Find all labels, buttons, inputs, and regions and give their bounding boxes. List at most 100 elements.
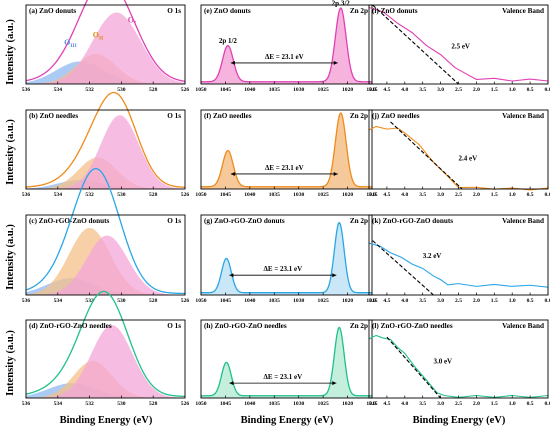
- x-tick-label-b-1: 534: [54, 192, 63, 198]
- x-tick-label-g-3: 1035: [269, 298, 280, 304]
- component-b-2: [26, 115, 185, 189]
- panel-d: 536 534 532 530 528 526 (d) ZnO-rGO-ZnO needle…: [22, 290, 190, 407]
- peak-fill-e: [201, 8, 372, 84]
- x-tick-label-c-2: 532: [85, 298, 94, 304]
- x-tick-label-l-2: 4.0: [401, 401, 408, 407]
- x-tick-label-j-4: 3.0: [437, 192, 444, 198]
- panel-title-l: (l) ZnO-rGO-ZnO needles: [372, 322, 453, 330]
- x-tick-label-c-1: 534: [54, 298, 63, 304]
- vb-curve-i: [368, 7, 549, 82]
- x-tick-label-k-0: 5.0: [369, 298, 376, 304]
- arrowhead-right-f: [333, 171, 338, 176]
- x-tick-label-b-2: 532: [85, 192, 94, 198]
- x-tick-label-k-8: 1.0: [509, 298, 516, 304]
- panel-j: 2.4 eV 5.0 4.5 4.0 3.5 3.0 2.5 2.0 1.5 1.0 0.5 0.0 (…: [368, 109, 550, 198]
- x-tick-label-h-4: 1030: [293, 401, 304, 407]
- x-tick-label-l-9: 0.5: [527, 401, 534, 407]
- panel-c: 536 534 532 530 528 526 (c) ZnO-rGO-ZnO donuts…: [22, 167, 189, 304]
- x-tick-label-e-4: 1030: [293, 87, 304, 93]
- component-c-2: [26, 235, 185, 295]
- panel-title-c: (c) ZnO-rGO-ZnO donuts: [29, 217, 109, 225]
- core-level-i: Valence Band: [502, 7, 544, 15]
- x-tick-label-c-0: 536: [22, 298, 31, 304]
- x-tick-label-j-6: 2.0: [473, 192, 480, 198]
- x-tick-label-a-2: 532: [85, 87, 94, 93]
- linear-fit-i: [372, 4, 459, 85]
- plot-frame-g: [200, 214, 373, 296]
- arrowhead-left-g: [229, 273, 234, 278]
- panel-k: 3.2 eV 5.0 4.5 4.0 3.5 3.0 2.5 2.0 1.5 1.0 0.5 0.0 (…: [368, 214, 550, 304]
- peak-fill-f: [201, 113, 372, 189]
- splitting-label-h: ΔE = 23.1 eV: [263, 373, 302, 381]
- x-tick-label-j-0: 5.0: [369, 192, 376, 198]
- x-tick-label-i-4: 3.0: [437, 87, 444, 93]
- x-tick-label-j-2: 4.0: [401, 192, 408, 198]
- x-tick-label-d-1: 534: [54, 401, 63, 407]
- core-level-d: O 1s: [167, 322, 181, 330]
- x-tick-label-i-8: 1.0: [509, 87, 516, 93]
- arrowhead-left-f: [230, 171, 235, 176]
- x-tick-label-i-0: 5.0: [369, 87, 376, 93]
- x-tick-label-k-2: 4.0: [401, 298, 408, 304]
- panel-title-e: (e) ZnO donuts: [204, 7, 251, 15]
- x-tick-label-j-7: 1.5: [491, 192, 498, 198]
- x-tick-label-k-6: 2.0: [473, 298, 480, 304]
- core-level-b: O 1s: [167, 112, 181, 120]
- component-d-2: [26, 325, 185, 398]
- band-edge-label-j: 2.4 eV: [459, 155, 478, 163]
- core-level-c: O 1s: [167, 217, 181, 225]
- panel-title-f: (f) ZnO needles: [204, 112, 252, 120]
- x-tick-label-d-2: 532: [85, 401, 94, 407]
- y-axis-label-row-4: Intensity (a.u.): [5, 330, 16, 396]
- x-tick-label-l-8: 1.0: [509, 401, 516, 407]
- x-tick-label-e-3: 1035: [269, 87, 280, 93]
- x-tick-label-e-5: 1025: [318, 87, 329, 93]
- x-tick-label-g-0: 1050: [195, 298, 206, 304]
- panel-title-h: (h) ZnO-rGO-ZnO needles: [204, 322, 287, 330]
- x-tick-label-a-1: 534: [54, 87, 63, 93]
- x-tick-label-k-10: 0.0: [545, 298, 550, 304]
- linear-fit-j: [390, 121, 463, 190]
- x-tick-label-d-3: 530: [117, 401, 126, 407]
- x-tick-label-k-9: 0.5: [527, 298, 534, 304]
- envelope-a: [25, 0, 186, 82]
- x-tick-label-h-1: 1045: [220, 401, 231, 407]
- x-tick-label-l-6: 2.0: [473, 401, 480, 407]
- panel-title-g: (g) ZnO-rGO-ZnO donuts: [204, 217, 285, 225]
- arrowhead-right-h: [332, 381, 337, 386]
- y-axis-label-row-1: Intensity (a.u.): [5, 19, 16, 85]
- x-tick-label-b-3: 530: [117, 192, 126, 198]
- x-tick-label-a-3: 530: [117, 87, 126, 93]
- core-level-k: Valence Band: [502, 217, 544, 225]
- band-edge-label-k: 3.2 eV: [423, 252, 442, 260]
- panel-e: 2p 1/2 2p 3/2 ΔE = 23.1 eV 1050 1045 1040 1035…: [195, 0, 377, 93]
- x-tick-label-g-7: 1015: [366, 298, 377, 304]
- x-tick-label-b-5: 526: [181, 192, 190, 198]
- core-level-j: Valence Band: [502, 112, 544, 120]
- x-tick-label-l-0: 5.0: [369, 401, 376, 407]
- vb-curve-l: [368, 334, 549, 398]
- x-tick-label-i-7: 1.5: [491, 87, 498, 93]
- spectrum-h: [201, 326, 372, 397]
- spectrum-g: [201, 221, 372, 294]
- core-level-f: Zn 2p: [350, 112, 368, 120]
- core-level-a: O 1s: [167, 7, 181, 15]
- core-level-e: Zn 2p: [350, 7, 368, 15]
- x-tick-label-f-2: 1040: [244, 192, 255, 198]
- spectrum-e: [201, 7, 372, 83]
- panel-title-b: (b) ZnO needles: [29, 112, 78, 120]
- x-tick-label-g-5: 1025: [318, 298, 329, 304]
- x-tick-label-j-10: 0.0: [545, 192, 550, 198]
- x-tick-label-h-5: 1025: [318, 401, 329, 407]
- plot-frame-l: [368, 319, 549, 399]
- x-tick-label-f-4: 1030: [293, 192, 304, 198]
- plot-frame-a: [25, 4, 186, 85]
- panel-title-j: (j) ZnO needles: [372, 112, 420, 120]
- x-tick-label-g-1: 1045: [220, 298, 231, 304]
- x-tick-label-d-5: 526: [181, 401, 190, 407]
- envelope-d: [25, 290, 186, 398]
- peak-fill-g: [201, 222, 372, 295]
- component-label-a-1: OII: [93, 30, 104, 41]
- envelope-c: [25, 167, 186, 295]
- core-level-l: Valence Band: [502, 322, 544, 330]
